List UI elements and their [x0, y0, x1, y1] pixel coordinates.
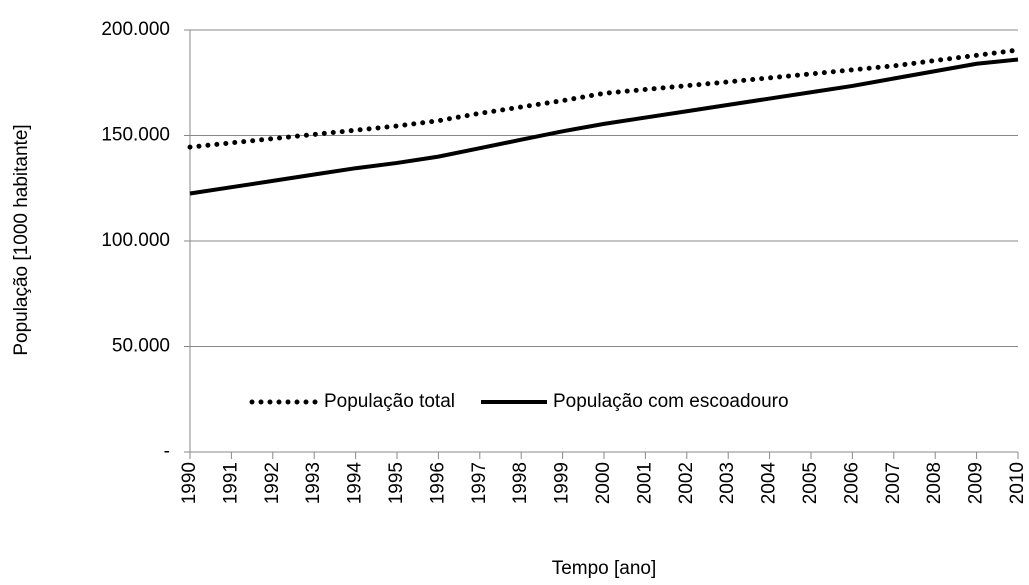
x-tick-label: 1997: [469, 462, 490, 504]
x-tick-label: 2000: [593, 462, 614, 504]
x-tick-label: 2001: [634, 462, 655, 504]
y-tick-label: 200.000: [101, 19, 170, 40]
series-line: [187, 47, 1021, 150]
y-tick-label: 50.000: [112, 336, 170, 357]
x-tick-label: 2009: [966, 462, 987, 504]
x-tick-label: 2006: [841, 462, 862, 504]
legend-label: População total: [324, 391, 455, 412]
y-tick-label: 100.000: [101, 230, 170, 251]
x-tick-label: 1992: [262, 462, 283, 504]
x-tick-label: 2007: [883, 462, 904, 504]
x-tick-label: 2003: [717, 462, 738, 504]
legend-label: População com escoadouro: [553, 391, 789, 412]
x-tick-label: 2010: [1007, 462, 1028, 504]
x-tick-label: 2005: [800, 462, 821, 504]
x-tick-label: 1996: [427, 462, 448, 504]
y-axis-label: População [1000 habitante]: [11, 124, 32, 355]
y-tick-label: -: [164, 441, 170, 462]
x-tick-label: 2002: [676, 462, 697, 504]
x-tick-label: 2004: [759, 462, 780, 505]
x-axis-label: Tempo [ano]: [552, 558, 657, 579]
x-tick-label: 1994: [345, 462, 366, 505]
x-tick-label: 1990: [179, 462, 200, 504]
y-tick-label: 150.000: [101, 125, 170, 146]
x-tick-label: 1991: [220, 462, 241, 504]
x-tick-label: 2008: [924, 462, 945, 504]
x-tick-label: 1998: [510, 462, 531, 504]
series-line: [189, 57, 1019, 196]
x-tick-label: 1993: [303, 462, 324, 504]
x-tick-label: 1999: [552, 462, 573, 504]
x-tick-label: 1995: [386, 462, 407, 504]
